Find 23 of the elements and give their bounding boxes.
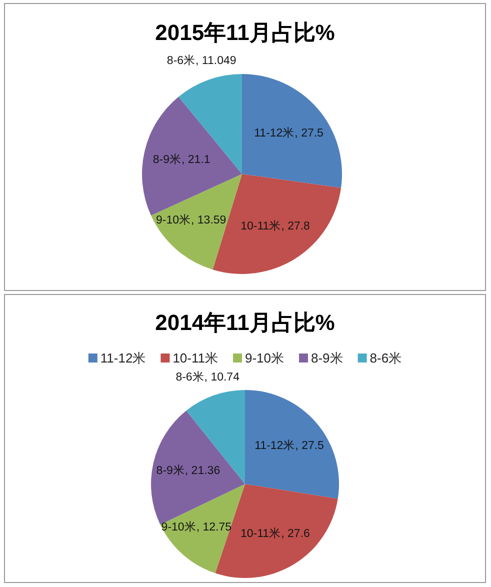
legend-label: 8-9米 [311,350,343,366]
slice-label: 9-10米, 13.59 [156,214,226,227]
pie-slice [242,74,342,188]
legend-label: 9-10米 [245,350,284,366]
pie-slice [245,390,339,499]
slice-label: 10-11米, 27.8 [240,219,310,232]
pie-slice [186,390,245,484]
pie-slice [178,74,242,174]
chart-title: 2015年11月占比% [155,20,335,45]
data-label: 11-12米, 27.5 [254,439,324,452]
data-label: 8-6米, 10.74 [176,370,240,384]
data-label: 9-10米, 12.75 [161,520,232,534]
data-label: 10-11米, 27.6 [240,526,310,540]
legend-label: 10-11米 [172,350,218,366]
pie-slice [142,96,242,216]
legend-label: 11-12米 [100,350,146,366]
chart-title: 2014年11月占比% [155,310,335,335]
slice-label: 8-6米, 11.049 [166,54,236,67]
slice-label: 8-9米, 21.1 [152,153,210,166]
data-label: 8-9米, 21.36 [156,464,220,477]
pie-slice [151,174,242,270]
slice-label: 11-12米, 27.5 [254,126,324,140]
legend-label: 8-6米 [370,350,402,366]
